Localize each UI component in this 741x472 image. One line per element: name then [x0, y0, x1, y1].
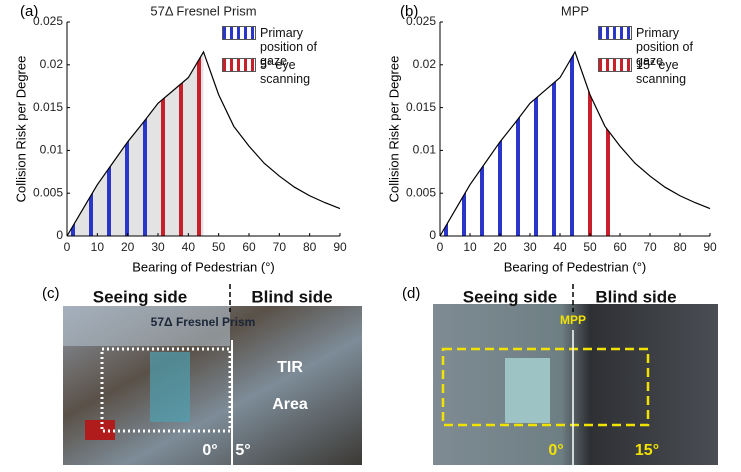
x-tick-label: 50	[583, 240, 597, 254]
photo-door	[505, 358, 550, 423]
x-tick-label: 80	[303, 240, 317, 254]
x-tick-label: 30	[151, 240, 165, 254]
legend-swatch	[222, 58, 256, 72]
x-tick-label: 0	[437, 240, 444, 254]
x-axis-label: Bearing of Pedestrian (°)	[504, 259, 647, 274]
x-tick-label: 0	[64, 240, 71, 254]
photo-caption: MPP	[560, 313, 586, 327]
side-label: Seeing side	[93, 287, 187, 306]
legend-entry: 5° eye scanning	[222, 58, 340, 86]
curve	[66, 50, 341, 237]
x-tick-label: 40	[182, 240, 196, 254]
chart-title: 57Δ Fresnel Prism	[150, 3, 256, 18]
y-tick-label: 0.02	[413, 57, 437, 71]
y-tick-label: 0.005	[406, 185, 436, 199]
panel-label: (d)	[402, 285, 420, 302]
legend-label: Primary position of gaze	[636, 26, 693, 68]
region	[440, 51, 575, 237]
angle-label: 5°	[235, 442, 250, 459]
legend-swatch	[222, 26, 256, 40]
x-tick-label: 80	[673, 240, 687, 254]
y-tick-label: 0.015	[406, 100, 436, 114]
x-tick-label: 40	[553, 240, 567, 254]
legend-entry: 15° eye scanning	[598, 58, 716, 86]
y-axis-label: Collision Risk per Degree	[13, 56, 28, 203]
region	[158, 51, 204, 237]
photo-prism	[150, 352, 190, 422]
x-tick-label: 60	[613, 240, 627, 254]
photo-sky	[63, 306, 230, 346]
legend-entry: Primary position of gaze	[222, 26, 340, 68]
chart-title: MPP	[561, 3, 589, 18]
y-tick-label: 0	[56, 228, 63, 242]
side-label: Blind side	[251, 287, 332, 306]
side-label: Seeing side	[463, 287, 557, 306]
y-tick-label: 0.005	[33, 185, 63, 199]
legend-swatch	[598, 26, 632, 40]
y-axis-label: Collision Risk per Degree	[386, 56, 401, 203]
y-tick-label: 0.01	[40, 143, 64, 157]
angle-label: 0°	[548, 442, 563, 459]
legend-entry: Primary position of gaze	[598, 26, 716, 68]
view-box	[441, 347, 650, 427]
y-tick-label: 0.015	[33, 100, 63, 114]
angle-label: 0°	[202, 442, 217, 459]
area-label: TIR	[277, 359, 303, 376]
x-tick-label: 70	[273, 240, 287, 254]
area-label: Area	[272, 396, 308, 413]
legend-swatch	[598, 58, 632, 72]
x-tick-label: 70	[643, 240, 657, 254]
y-tick-label: 0.025	[406, 14, 436, 28]
photo-caption: 57Δ Fresnel Prism	[151, 315, 256, 329]
y-tick-label: 0.025	[33, 14, 63, 28]
x-tick-label: 20	[121, 240, 135, 254]
x-tick-label: 10	[463, 240, 477, 254]
legend-label: Primary position of gaze	[260, 26, 317, 68]
photo	[433, 304, 718, 465]
panel-label: (a)	[20, 3, 38, 20]
y-tick-label: 0	[429, 228, 436, 242]
panel-label: (b)	[400, 3, 418, 20]
curve	[439, 50, 711, 237]
x-tick-label: 30	[523, 240, 537, 254]
angle-label: 15°	[635, 442, 659, 459]
legend-label: 15° eye scanning	[636, 58, 687, 86]
region	[575, 51, 620, 237]
side-label: Blind side	[595, 287, 676, 306]
region	[67, 103, 158, 236]
x-tick-label: 90	[333, 240, 347, 254]
x-tick-label: 50	[212, 240, 226, 254]
y-tick-label: 0.02	[40, 57, 64, 71]
x-tick-label: 60	[242, 240, 256, 254]
legend-label: 5° eye scanning	[260, 58, 311, 86]
x-tick-label: 90	[703, 240, 717, 254]
x-axis-label: Bearing of Pedestrian (°)	[132, 259, 275, 274]
y-tick-label: 0.01	[413, 143, 437, 157]
panel-label: (c)	[42, 285, 60, 302]
x-tick-label: 10	[91, 240, 105, 254]
x-tick-label: 20	[493, 240, 507, 254]
photo-car	[85, 420, 115, 440]
